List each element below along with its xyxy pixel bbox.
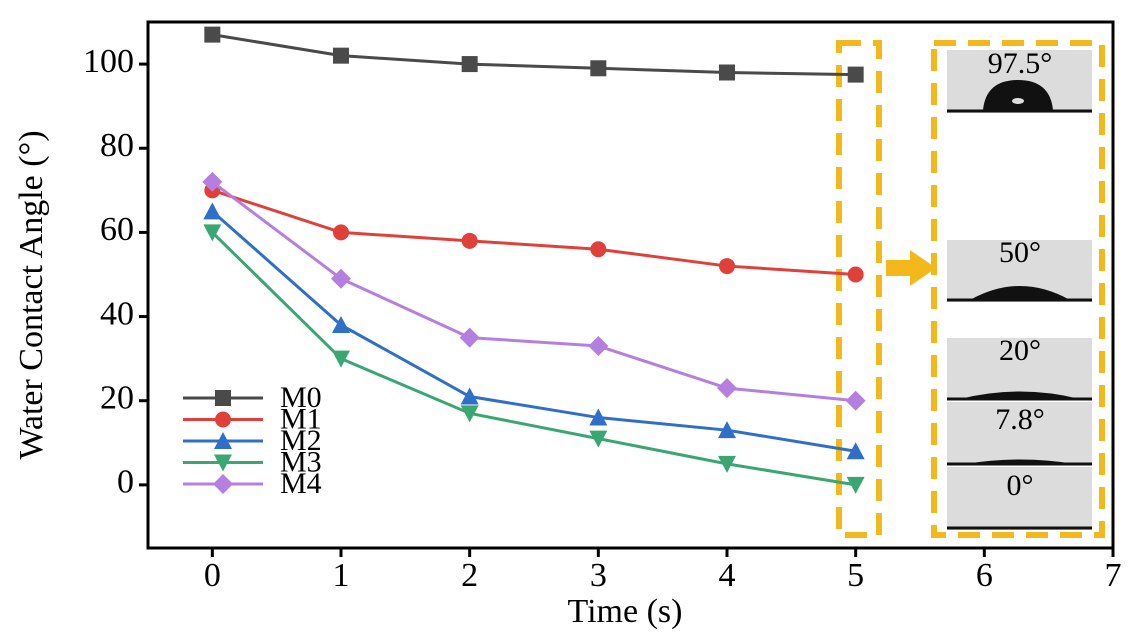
marker: [589, 430, 608, 448]
marker: [719, 64, 735, 81]
y-tick-label: 100: [83, 43, 134, 80]
marker: [847, 66, 864, 83]
x-tick-label: 7: [1105, 557, 1122, 594]
inset-label: 50°: [999, 236, 1041, 269]
marker: [213, 474, 233, 494]
series-line: [211, 188, 856, 276]
marker: [717, 378, 737, 399]
x-tick-label: 1: [333, 557, 350, 594]
marker: [332, 350, 350, 368]
marker: [719, 258, 735, 275]
marker: [459, 327, 480, 348]
inset-label: 97.5°: [988, 47, 1053, 80]
marker: [214, 432, 232, 449]
marker: [332, 315, 350, 333]
y-tick-label: 40: [100, 295, 134, 332]
legend-label: M4: [280, 467, 322, 500]
marker: [460, 405, 479, 423]
legend-label: M1: [280, 402, 322, 435]
marker: [202, 171, 223, 192]
marker: [590, 60, 607, 77]
inset-label: 20°: [999, 334, 1041, 367]
marker: [846, 476, 865, 494]
marker: [215, 390, 231, 406]
x-tick-label: 5: [847, 557, 864, 594]
x-tick-label: 0: [204, 557, 221, 594]
series-line: [211, 210, 856, 453]
series-line: [212, 33, 856, 77]
x-tick-label: 3: [590, 557, 607, 594]
marker: [214, 454, 232, 472]
marker: [847, 266, 864, 283]
inset-label: 7.8°: [995, 403, 1045, 436]
y-tick-label: 60: [100, 211, 134, 248]
marker: [718, 421, 736, 439]
marker: [203, 202, 222, 220]
arrow: [886, 250, 936, 286]
series-line: [211, 231, 856, 487]
highlight-boxes: [836, 40, 1105, 538]
marker: [590, 241, 607, 258]
inset-label: 0°: [1007, 469, 1034, 502]
marker: [333, 47, 349, 64]
marker: [460, 387, 479, 405]
marker: [203, 224, 222, 242]
inset-images: [947, 50, 1092, 530]
marker: [845, 390, 866, 411]
marker: [215, 411, 231, 428]
legend-label: M3: [280, 445, 322, 478]
marker: [204, 26, 221, 43]
x-tick-label: 6: [976, 557, 993, 594]
x-axis-label: Time (s): [568, 593, 683, 630]
y-tick-label: 20: [100, 380, 134, 417]
marker: [588, 336, 609, 357]
marker: [589, 408, 608, 426]
legend-label: M2: [280, 424, 322, 457]
y-tick-label: 0: [117, 464, 134, 501]
series-line: [211, 180, 856, 403]
plot-frame: [146, 20, 1115, 550]
marker: [333, 224, 349, 241]
y-axis-label: Water Contact Angle (°): [13, 130, 50, 459]
marker: [331, 268, 351, 289]
marker: [461, 232, 478, 249]
marker: [461, 56, 478, 73]
y-tick-label: 80: [100, 127, 134, 164]
legend-label: M0: [280, 381, 322, 414]
marker: [718, 455, 736, 473]
x-tick-label: 4: [719, 557, 736, 594]
marker: [846, 442, 865, 460]
x-tick-label: 2: [461, 557, 478, 594]
